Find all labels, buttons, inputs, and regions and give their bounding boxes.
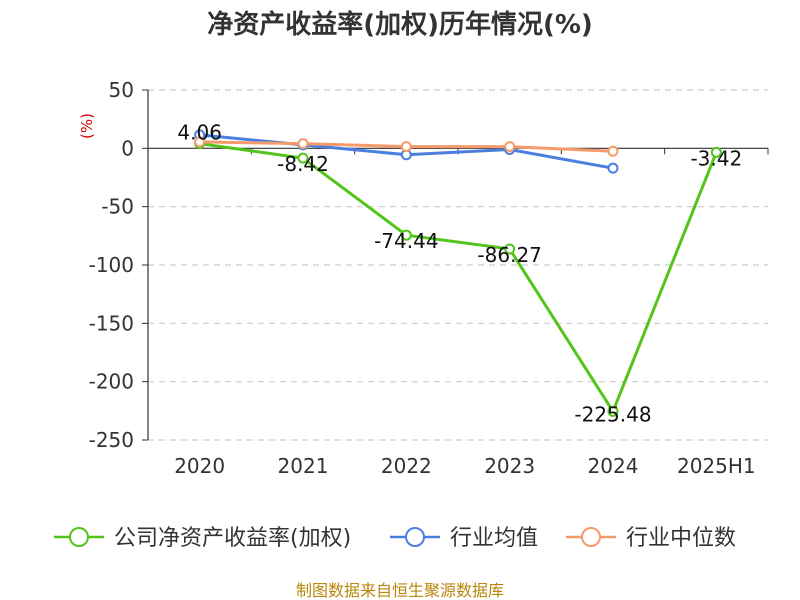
x-tick-label: 2024 xyxy=(588,454,639,478)
legend-label: 公司净资产收益率(加权) xyxy=(114,526,351,551)
data-point xyxy=(710,146,722,158)
x-tick-label: 2023 xyxy=(484,454,535,478)
data-label: -3.42 xyxy=(690,146,742,170)
data-point xyxy=(607,405,619,417)
source-note: 制图数据来自恒生聚源数据库 xyxy=(296,581,504,600)
data-point xyxy=(607,145,619,157)
data-label: -8.42 xyxy=(277,152,329,176)
x-tick-label: 2025H1 xyxy=(677,454,756,478)
legend-label: 行业均值 xyxy=(450,526,538,551)
y-tick-label: 50 xyxy=(109,78,134,102)
legend-marker xyxy=(405,527,425,547)
grid-lines xyxy=(148,89,768,441)
x-tick-label: 2020 xyxy=(174,454,225,478)
data-label: 4.06 xyxy=(177,121,222,145)
x-tick-label: 2021 xyxy=(278,454,329,478)
chart-title: 净资产收益率(加权)历年情况(%) xyxy=(207,9,593,40)
y-tick-label: -50 xyxy=(101,195,134,219)
data-point xyxy=(607,162,619,174)
data-point xyxy=(194,136,206,148)
data-label: -225.48 xyxy=(574,402,651,426)
axes: 50 0 -50 -100 -150 -200 -250 2020 2021 2022 2023 20… xyxy=(89,78,769,478)
data-point xyxy=(400,229,412,241)
x-tick-label: 2022 xyxy=(381,454,432,478)
y-tick-label: -200 xyxy=(89,370,134,394)
data-point xyxy=(400,141,412,153)
data-point xyxy=(504,141,516,153)
data-point xyxy=(504,243,516,255)
series-lines xyxy=(194,129,722,417)
legend-label: 行业中位数 xyxy=(626,526,736,551)
legend-marker xyxy=(581,527,601,547)
data-point xyxy=(297,152,309,164)
series-line xyxy=(199,142,718,413)
data-label: -86.27 xyxy=(477,243,541,267)
data-labels: 4.06 -8.42 -74.44 -86.27 -225.48 -3.42 xyxy=(177,121,742,427)
data-label: -74.44 xyxy=(374,229,438,253)
y-tick-label: 0 xyxy=(121,136,134,160)
y-axis-unit-label: (%) xyxy=(78,113,96,139)
y-tick-label: -250 xyxy=(89,428,134,452)
data-point xyxy=(297,138,309,150)
y-tick-label: -150 xyxy=(89,311,134,335)
legend: 公司净资产收益率(加权) 行业均值 行业中位数 xyxy=(54,526,736,551)
y-tick-label: -100 xyxy=(89,253,134,277)
legend-marker xyxy=(69,527,89,547)
